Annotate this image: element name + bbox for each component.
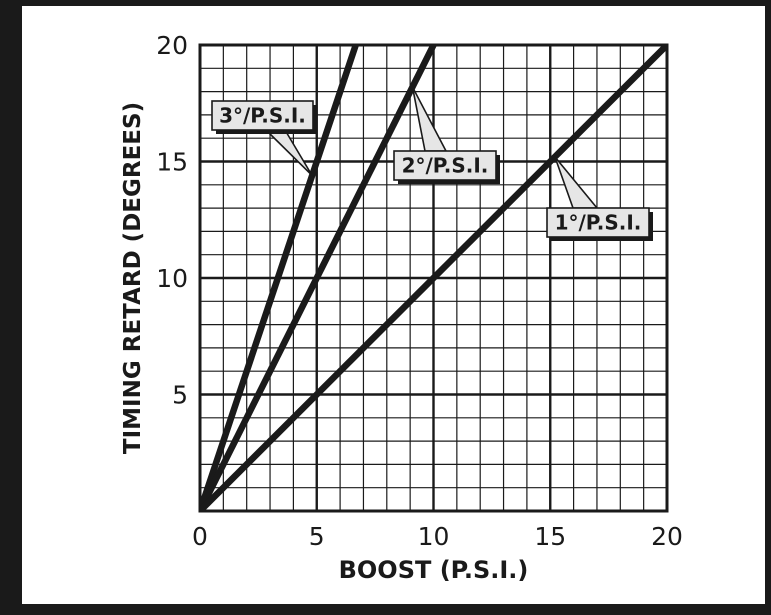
callout-box	[393, 150, 497, 181]
series-group	[200, 45, 667, 511]
y-tick-label: 10	[156, 264, 188, 293]
series-label-text: 2°/P.S.I.	[402, 154, 489, 178]
x-axis-title: BOOST (P.S.I.)	[339, 556, 529, 584]
series-label-2: 2°/P.S.I.	[393, 86, 500, 184]
series-label-text: 1°/P.S.I.	[555, 211, 642, 235]
series-line-2	[200, 45, 437, 511]
callout-box	[211, 100, 314, 131]
series-label-3: 1°/P.S.I.	[546, 156, 653, 241]
series-line-3	[200, 45, 667, 511]
callout-box	[546, 207, 650, 238]
y-tick-label: 20	[156, 31, 188, 60]
x-tick-label: 15	[534, 522, 566, 551]
x-tick-label: 5	[309, 522, 325, 551]
x-tick-label: 20	[651, 522, 683, 551]
y-axis-title: TIMING RETARD (DEGREES)	[120, 102, 146, 454]
series-label-1: 3°/P.S.I.	[211, 100, 317, 177]
chart-panel	[22, 6, 765, 604]
y-tick-label: 5	[172, 381, 188, 410]
series-label-text: 3°/P.S.I.	[219, 104, 306, 128]
series-line-1	[200, 45, 359, 511]
x-tick-label: 10	[418, 522, 450, 551]
y-tick-label: 15	[156, 148, 188, 177]
x-tick-label: 0	[192, 522, 208, 551]
